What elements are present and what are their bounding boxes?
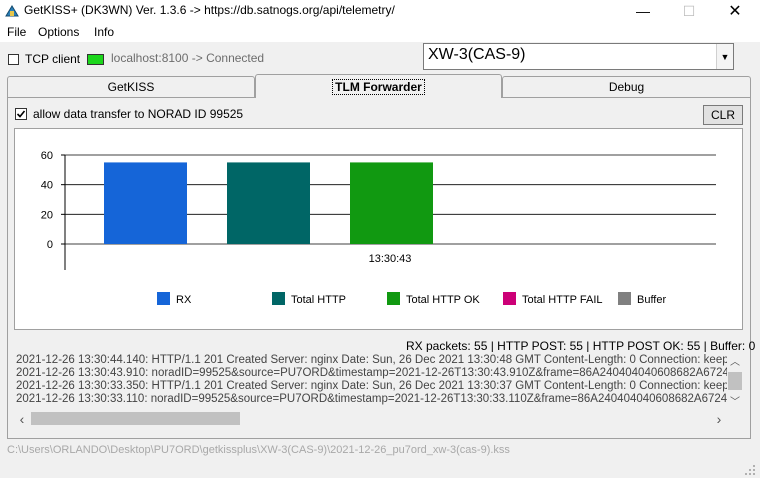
allow-transfer-checkbox[interactable] [15,108,27,120]
tab-getkiss-label: GetKISS [107,80,155,94]
title-bar: GetKISS+ (DK3WN) Ver. 1.3.6 -> https://d… [0,0,760,22]
minimize-button[interactable]: — [636,3,650,19]
legend-swatch [157,292,170,305]
satellite-select[interactable]: XW-3(CAS-9) ▼ [423,43,734,70]
y-tick-label: 60 [41,150,53,162]
log-vertical-scrollbar[interactable]: ︿ ﹀ [727,352,743,410]
log-horizontal-scrollbar[interactable]: ‹ › [14,410,727,427]
legend-label: Buffer [637,294,666,306]
log-line: 2021-12-26 13:30:33.110: noradID=99525&s… [16,393,727,405]
scroll-down-icon[interactable]: ﹀ [730,396,740,408]
tab-tlm-forwarder-label: TLM Forwarder [332,78,425,95]
resize-grip-icon[interactable] [742,462,756,476]
menu-bar: File Options Info [0,22,760,42]
log-line: 2021-12-26 13:30:43.910: noradID=99525&s… [16,367,727,379]
legend-swatch [618,292,631,305]
scroll-up-icon[interactable]: ︿ [730,356,740,368]
clear-button[interactable]: CLR [703,105,743,125]
packet-stats-chart: 0 20 40 60 13:30:43 RX Total HTTP Total HTTP OK… [41,150,716,306]
window-title: GetKISS+ (DK3WN) Ver. 1.3.6 -> https://d… [24,3,395,17]
checkmark-icon [16,110,26,118]
chevron-down-icon[interactable]: ▼ [716,44,733,69]
bar-total-http [227,162,310,244]
tcp-client-label: TCP client [25,52,81,66]
tab-tlm-forwarder[interactable]: TLM Forwarder [255,74,502,98]
legend-label: Total HTTP [291,294,346,306]
tab-getkiss[interactable]: GetKISS [7,76,255,97]
log-line: 2021-12-26 13:30:33.350: HTTP/1.1 201 Cr… [16,380,727,392]
menu-options[interactable]: Options [38,25,80,39]
y-tick-label: 40 [41,180,53,192]
connection-status-led [87,54,104,65]
tcp-client-checkbox[interactable] [8,54,19,65]
tab-debug[interactable]: Debug [502,76,751,97]
close-button[interactable]: ✕ [728,3,742,20]
y-tick-label: 0 [47,239,53,251]
scroll-right-icon[interactable]: › [716,410,722,427]
x-tick-label: 13:30:43 [369,253,412,265]
bar-total-http-ok [350,162,433,244]
stats-summary: RX packets: 55 | HTTP POST: 55 | HTTP PO… [406,339,756,353]
connection-status-text: localhost:8100 -> Connected [111,51,265,65]
status-file-path: C:\Users\ORLANDO\Desktop\PU7ORD\getkissp… [7,444,510,456]
horizontal-scroll-thumb[interactable] [31,412,240,425]
menu-info[interactable]: Info [94,25,115,39]
app-icon [5,5,19,17]
legend-label: Total HTTP FAIL [522,294,603,306]
legend-swatch [387,292,400,305]
vertical-scroll-thumb[interactable] [728,372,742,390]
maximize-button[interactable]: ☐ [682,2,696,19]
legend-label: Total HTTP OK [406,294,480,306]
bar-rx [104,162,187,244]
log-line: 2021-12-26 13:30:44.140: HTTP/1.1 201 Cr… [16,354,727,366]
y-tick-label: 20 [41,209,53,221]
legend-swatch [503,292,516,305]
scroll-left-icon[interactable]: ‹ [19,410,25,427]
menu-file[interactable]: File [7,25,27,39]
allow-transfer-label: allow data transfer to NORAD ID 99525 [33,107,244,121]
satellite-select-value: XW-3(CAS-9) [428,46,526,63]
tab-debug-label: Debug [608,80,645,94]
legend-swatch [272,292,285,305]
legend-label: RX [176,294,192,306]
